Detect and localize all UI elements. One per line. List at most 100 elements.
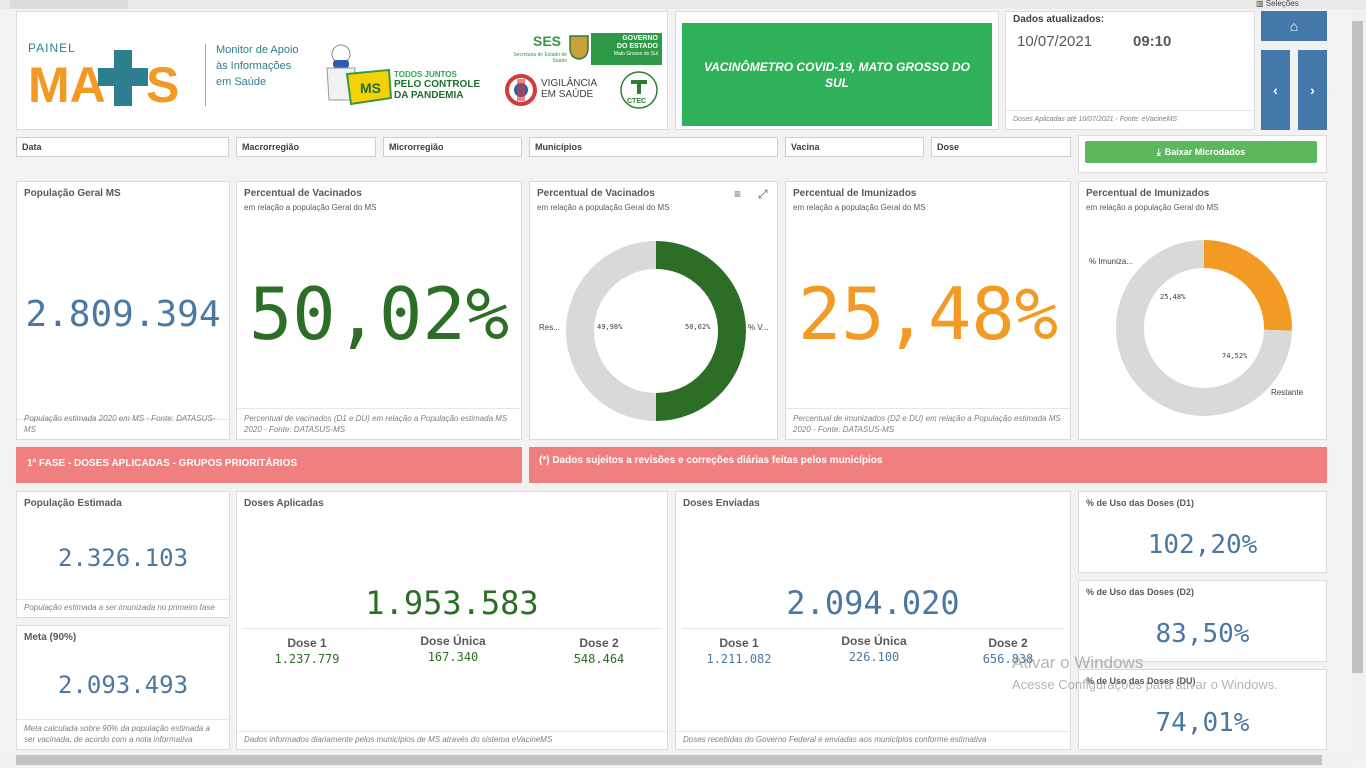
kpi-percentual-imunizados: Percentual de Imunizados em relação a po…: [785, 181, 1071, 440]
dose2-block: Dose 2 548.464: [559, 636, 639, 666]
kpi-title: Percentual de Vacinados: [244, 188, 362, 199]
section-banner-disclaimer: (*) Dados sujeitos a revisões e correçõe…: [529, 447, 1327, 483]
filter-municipios[interactable]: Municípios: [529, 137, 778, 157]
ses-sub: Secretaria de Estado de Saúde: [513, 52, 567, 64]
kpi-value: 2.326.103: [57, 544, 189, 572]
kpi-foot: Percentual de vacinados (D1 e DU) em rel…: [244, 414, 508, 434]
chevron-right-icon: ›: [1310, 82, 1315, 98]
filter-data[interactable]: Data: [16, 137, 229, 157]
selections-tab[interactable]: ▥ Seleções: [1256, 0, 1299, 8]
kpi-value: 25,48%: [797, 272, 1059, 356]
section-banner-text: 1ª FASE - DOSES APLICADAS - GRUPOS PRIOR…: [27, 458, 298, 469]
ms-badge: MS: [360, 80, 381, 96]
settings-icon[interactable]: ≡: [734, 187, 742, 201]
donut-chart: [1116, 240, 1292, 416]
kpi-value: 2.093.493: [57, 671, 189, 699]
kpi-foot-divider: [676, 731, 1070, 732]
kpi-uso-d1: % de Uso das Doses (D1) 102,20%: [1078, 491, 1327, 573]
download-button[interactable]: ⤓ Baixar Microdados: [1085, 141, 1317, 163]
banner-title-text: VACINÔMETRO COVID-19, MATO GROSSO DO SUL: [703, 59, 971, 90]
kpi-value: 2.809.394: [25, 294, 221, 335]
donut-slice-2[interactable]: [566, 241, 657, 421]
pct-label-left: 49,98%: [597, 323, 623, 331]
update-label: Dados atualizados:: [1013, 14, 1105, 25]
ctec-label: CTEC: [627, 98, 647, 105]
kpi-title: Meta (90%): [24, 632, 77, 643]
kpi-foot-divider: [237, 408, 521, 409]
kpi-title: % de Uso das Doses (DU): [1086, 676, 1196, 686]
gov-line3: Mato Grosso do Sul: [613, 51, 658, 57]
donut-vacinados-card: Percentual de Vacinados em relação a pop…: [529, 181, 778, 440]
campaign-line3: DA PANDEMIA: [394, 90, 464, 101]
donut-slice-1[interactable]: [1203, 240, 1292, 331]
pct-label-grey: 74,52%: [1222, 352, 1248, 360]
update-source: Doses Aplicadas até 10/07/2021 - Fonte: …: [1013, 116, 1178, 123]
kpi-value: 83,50%: [1155, 619, 1250, 649]
update-date: 10/07/2021: [1017, 33, 1093, 50]
vertical-scroll-thumb[interactable]: [1352, 21, 1363, 673]
selections-icon: ▥: [1256, 0, 1266, 8]
toolbar-tab[interactable]: [10, 0, 128, 9]
kpi-divider: [243, 628, 661, 629]
dose-unica-value: 226.100: [848, 650, 900, 664]
painel-prefix: PAINEL: [28, 41, 76, 55]
kpi-divider: [682, 628, 1064, 629]
home-button[interactable]: ⌂: [1261, 11, 1327, 41]
dose2-block: Dose 2 656.838: [968, 636, 1048, 666]
home-icon: ⌂: [1289, 18, 1299, 34]
dose-unica-value: 167.340: [427, 650, 479, 664]
logo-divider: [205, 44, 206, 106]
kpi-foot-divider: [17, 599, 229, 600]
kpi-foot: População estimada 2020 em MS - Fonte: D…: [24, 414, 216, 434]
download-card: ⤓ Baixar Microdados: [1078, 135, 1327, 173]
doses-aplicadas-card: Doses Aplicadas 1.953.583 Dose 1 1.237.7…: [236, 491, 668, 750]
pct-label-orange: 25,48%: [1160, 293, 1186, 301]
state-coat-of-arms: [568, 34, 590, 60]
vertical-scrollbar[interactable]: [1350, 9, 1366, 759]
ctec-seal: [619, 70, 659, 110]
kpi-value: 50,02%: [248, 272, 510, 356]
kpi-value: 2.094.020: [786, 584, 960, 622]
filter-microrregiao[interactable]: Microrregião: [383, 137, 522, 157]
dose2-value: 656.838: [982, 652, 1034, 666]
vigilancia-line2: EM SAÚDE: [541, 89, 594, 100]
dose2-value: 548.464: [573, 652, 625, 666]
dose-unica-label: Dose Única: [841, 634, 907, 648]
update-card: Dados atualizados: 10/07/2021 09:10 Dose…: [1005, 11, 1255, 130]
expand-icon[interactable]: ⤢: [758, 187, 768, 201]
kpi-uso-d2: % de Uso das Doses (D2) 83,50%: [1078, 580, 1327, 662]
monitor-text: Monitor de Apoio às Informações em Saúde: [216, 44, 299, 88]
kpi-title: Doses Enviadas: [683, 498, 760, 509]
svg-text:S: S: [146, 57, 179, 110]
kpi-value: 102,20%: [1147, 530, 1258, 560]
horizontal-scroll-thumb[interactable]: [16, 755, 1322, 765]
filter-vacina[interactable]: Vacina: [785, 137, 924, 157]
kpi-title: % de Uso das Doses (D2): [1086, 587, 1195, 597]
dose1-block: Dose 1 1.211.082: [699, 636, 779, 666]
donut-slice-1[interactable]: [655, 241, 746, 421]
dose1-label: Dose 1: [719, 636, 759, 650]
dose2-label: Dose 2: [988, 636, 1028, 650]
chart-subtitle: em relação a população Geral do MS: [537, 203, 670, 212]
donut-slice-2[interactable]: [1116, 240, 1292, 416]
next-sheet-button[interactable]: ›: [1298, 50, 1327, 130]
dose-unica-block: Dose Única 226.100: [828, 634, 920, 664]
kpi-foot-divider: [17, 419, 229, 420]
kpi-title: População Estimada: [24, 498, 122, 509]
prev-sheet-button[interactable]: ‹: [1261, 50, 1290, 130]
dose1-value: 1.237.779: [274, 652, 340, 666]
donut-chart: [566, 241, 746, 421]
dose1-value: 1.211.082: [706, 652, 772, 666]
filter-macrorregiao[interactable]: Macrorregião: [236, 137, 376, 157]
chart-title: Percentual de Imunizados: [1086, 188, 1210, 199]
filter-dose[interactable]: Dose: [931, 137, 1071, 157]
dose-unica-block: Dose Única 167.340: [407, 634, 499, 664]
pct-label-right: 50,02%: [685, 323, 711, 331]
kpi-foot: Percentual de imunizados (D2 e DU) em re…: [793, 414, 1061, 434]
legend-label-right: % V...: [748, 323, 769, 332]
kpi-title: População Geral MS: [24, 188, 121, 199]
legend-label-bottom: Restante: [1271, 388, 1304, 397]
kpi-uso-du: % de Uso das Doses (DU) 74,01%: [1078, 669, 1327, 750]
gov-line1: GOVERNO: [622, 35, 658, 42]
horizontal-scrollbar[interactable]: [0, 752, 1350, 768]
